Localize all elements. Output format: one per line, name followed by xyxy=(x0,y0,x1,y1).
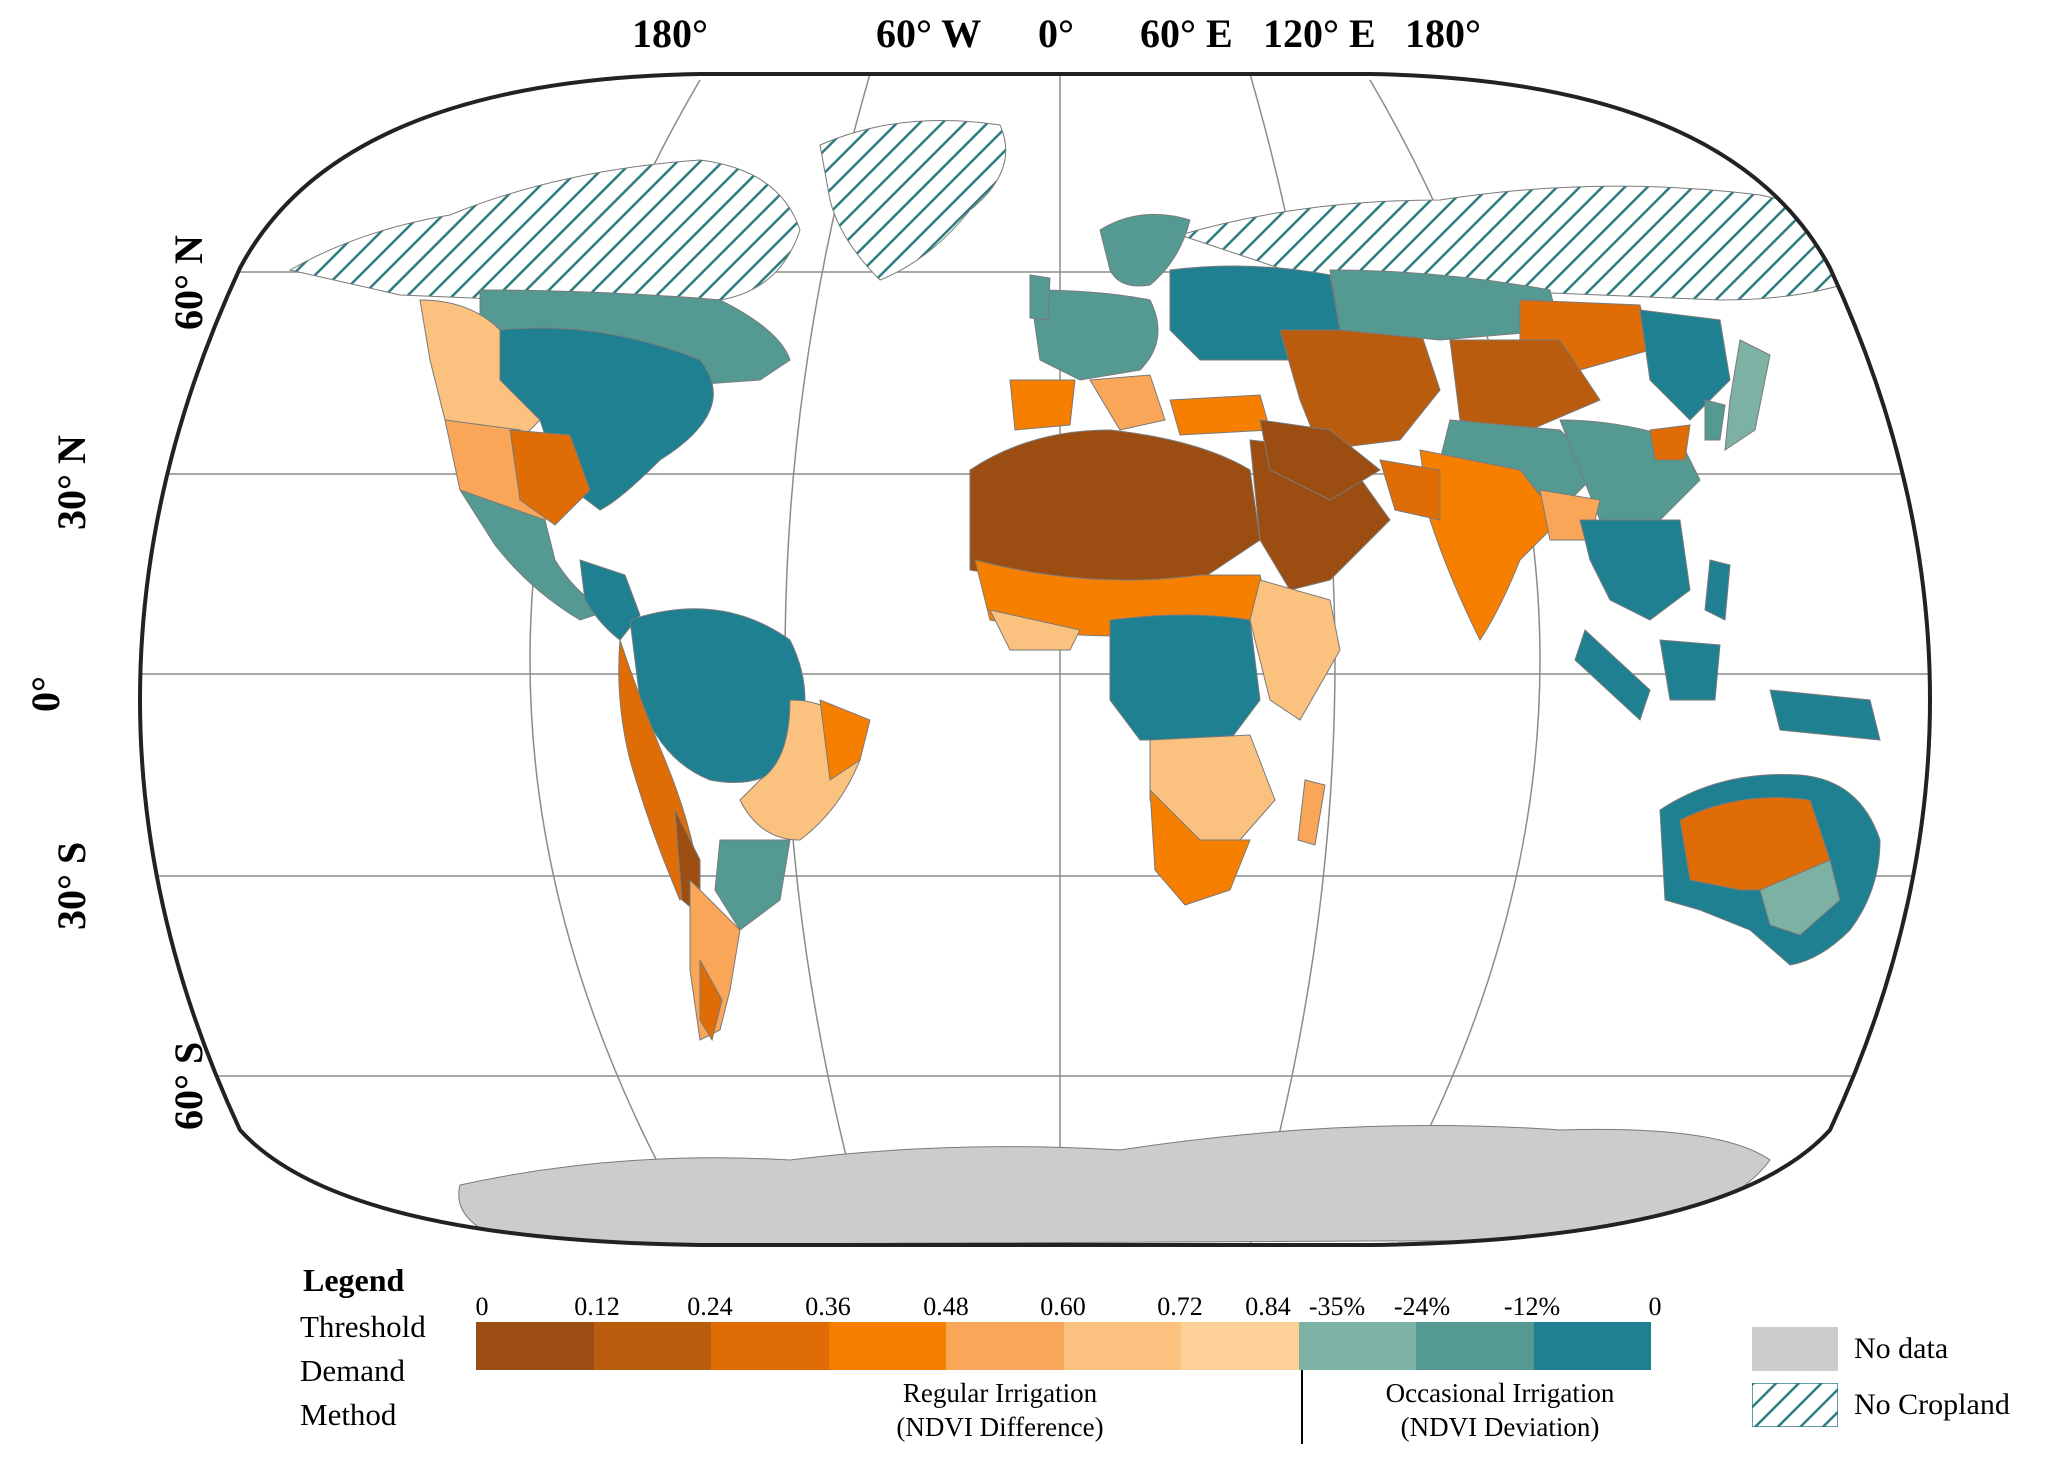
tick-0-72: 0.72 xyxy=(1157,1292,1203,1321)
regular-irrigation-label: Regular Irrigation (NDVI Difference) xyxy=(700,1376,1300,1444)
tick-0-end: 0 xyxy=(1648,1292,1662,1321)
method-line-2: Demand xyxy=(300,1353,406,1388)
turkey xyxy=(1169,394,1271,436)
no-cropland-swatch xyxy=(1752,1383,1838,1427)
philippines xyxy=(1704,559,1731,621)
occasional-irrigation-label: Occasional Irrigation (NDVI Deviation) xyxy=(1330,1376,1670,1444)
mexico xyxy=(458,489,612,621)
south-africa xyxy=(1149,788,1251,906)
legend-swatch-1 xyxy=(593,1322,711,1370)
antarctica xyxy=(458,1125,1771,1245)
manchuria xyxy=(1639,309,1731,421)
no-data-label: No data xyxy=(1854,1332,1949,1365)
congo xyxy=(1109,614,1261,741)
lat-label-30s: 30° S xyxy=(49,841,94,930)
lon-label-60e: 60° E xyxy=(1140,11,1233,56)
lat-label-60n: 60° N xyxy=(166,235,211,330)
globe-outline xyxy=(138,72,1932,1247)
west-africa xyxy=(989,609,1081,651)
legend-swatch-7 xyxy=(1298,1322,1416,1370)
occasional-line-1: Occasional Irrigation xyxy=(1385,1378,1615,1408)
method-line-3: Method xyxy=(300,1397,397,1432)
tick-minus-35: -35% xyxy=(1308,1292,1366,1321)
legend-swatch-2 xyxy=(711,1322,829,1370)
no-data-swatch xyxy=(1752,1327,1838,1371)
no-cropland-label: No Cropland xyxy=(1854,1388,2010,1421)
lon-label-180-right: 180° xyxy=(1405,11,1481,56)
tick-0-60: 0.60 xyxy=(1040,1292,1086,1321)
lon-label-180-left: 180° xyxy=(632,11,708,56)
tick-minus-24: -24% xyxy=(1393,1292,1451,1321)
legend-swatch-0 xyxy=(476,1322,594,1370)
legend-swatch-3 xyxy=(828,1322,946,1370)
legend-swatch-6 xyxy=(1181,1322,1299,1370)
india xyxy=(1419,449,1561,641)
china-north xyxy=(1649,424,1691,461)
lat-label-0: 0° xyxy=(23,676,68,712)
korea xyxy=(1704,399,1726,441)
australia-southeast xyxy=(1759,859,1841,936)
tick-minus-12: -12% xyxy=(1503,1292,1561,1321)
scandinavia xyxy=(1099,213,1191,287)
japan xyxy=(1724,339,1771,452)
borneo xyxy=(1659,639,1721,701)
southeast-asia xyxy=(1579,519,1691,621)
lon-label-0: 0° xyxy=(1038,11,1074,56)
legend-swatch-8 xyxy=(1416,1322,1534,1370)
tick-0-36: 0.36 xyxy=(805,1292,851,1321)
europe-west xyxy=(1029,289,1159,381)
method-line-1: Threshold xyxy=(300,1309,426,1344)
regular-line-2: (NDVI Difference) xyxy=(896,1412,1104,1442)
lon-label-60w: 60° W xyxy=(876,11,982,56)
mongolia xyxy=(1449,339,1601,431)
middle-east-north xyxy=(1259,419,1381,501)
landmasses xyxy=(288,120,1930,1245)
north-america-arctic xyxy=(288,159,801,301)
sumatra xyxy=(1574,629,1651,721)
lat-label-60s: 60° S xyxy=(166,1041,211,1130)
graticule xyxy=(140,74,1930,1245)
legend-swatch-9 xyxy=(1533,1322,1651,1370)
legend-swatch-4 xyxy=(946,1322,1064,1370)
brazil-northeast xyxy=(819,699,871,781)
tick-0: 0 xyxy=(475,1292,489,1321)
madagascar xyxy=(1297,779,1326,846)
tick-0-24: 0.24 xyxy=(687,1292,733,1321)
north-america-texas xyxy=(509,429,591,526)
north-america-east xyxy=(499,327,714,511)
legend-swatch-5 xyxy=(1063,1322,1181,1370)
legend-title: Legend xyxy=(303,1262,405,1298)
sahara xyxy=(969,429,1261,584)
lon-label-120e: 120° E xyxy=(1263,11,1376,56)
legend-group-divider xyxy=(1301,1370,1303,1444)
patagonia xyxy=(699,959,723,1042)
horn-africa xyxy=(1249,579,1341,721)
tick-0-12: 0.12 xyxy=(574,1292,620,1321)
la-plata xyxy=(714,839,791,931)
tick-0-48: 0.48 xyxy=(923,1292,969,1321)
iberia xyxy=(1009,379,1076,431)
legend-method-text: Threshold Demand Method xyxy=(300,1305,426,1437)
regular-line-1: Regular Irrigation xyxy=(902,1378,1098,1408)
pakistan xyxy=(1379,459,1441,521)
tick-0-84: 0.84 xyxy=(1245,1292,1291,1321)
occasional-line-2: (NDVI Deviation) xyxy=(1400,1412,1600,1442)
uk xyxy=(1029,274,1051,321)
greenland xyxy=(819,120,1007,281)
italy-balkans xyxy=(1089,374,1166,431)
lat-label-30n: 30° N xyxy=(49,435,94,530)
new-guinea xyxy=(1769,689,1881,741)
